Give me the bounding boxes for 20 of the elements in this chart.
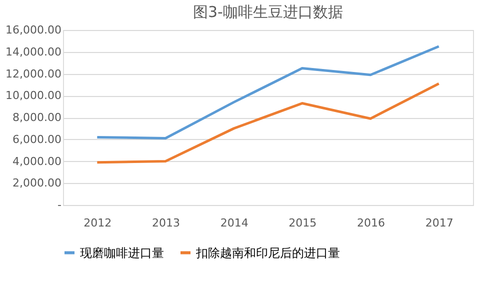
y-tick-label: 12,000.00 xyxy=(6,67,62,80)
chart-title: 图3-咖啡生豆进口数据 xyxy=(193,3,343,21)
y-tick-label: - xyxy=(58,198,62,212)
y-tick-label: 8,000.00 xyxy=(12,111,62,124)
y-tick-label: 10,000.00 xyxy=(6,89,62,102)
y-tick-label: 16,000.00 xyxy=(6,24,62,36)
line-series xyxy=(96,82,440,164)
legend-label: 现磨咖啡进口量 xyxy=(80,246,164,260)
y-tick-label: 14,000.00 xyxy=(6,45,62,58)
line-series xyxy=(96,45,440,140)
x-tick-label: 2014 xyxy=(220,216,248,230)
x-tick-label: 2013 xyxy=(152,216,180,230)
x-tick-label: 2015 xyxy=(288,216,317,230)
y-tick-label: 6,000.00 xyxy=(12,132,62,146)
y-tick-label: 2,000.00 xyxy=(12,176,62,190)
y-tick-label: 4,000.00 xyxy=(12,154,62,168)
x-tick-label: 2012 xyxy=(84,216,112,230)
legend-label: 扣除越南和印尼后的进口量 xyxy=(195,246,340,260)
x-tick-label: 2016 xyxy=(357,216,385,230)
x-tick-label: 2017 xyxy=(425,216,454,230)
